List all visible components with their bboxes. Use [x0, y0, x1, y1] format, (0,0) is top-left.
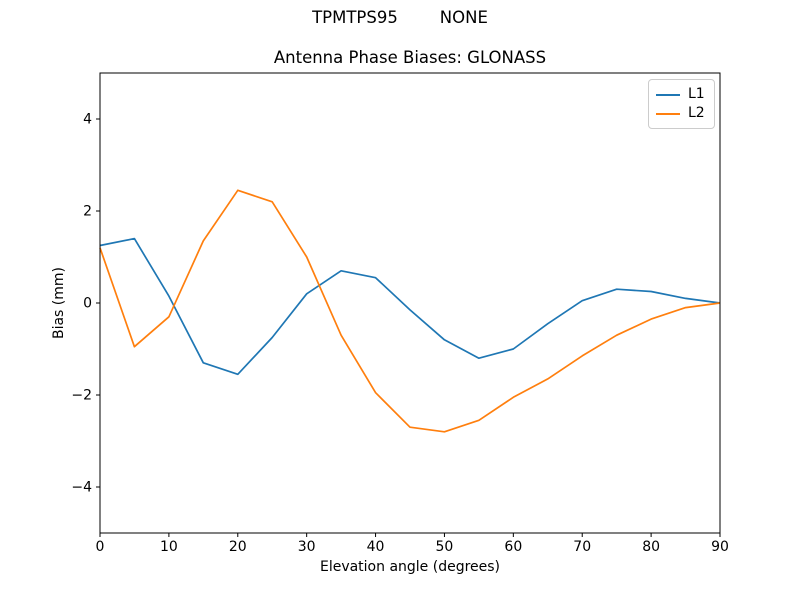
y-tick-label: 0 — [83, 296, 92, 312]
x-tick-label: 20 — [229, 539, 247, 555]
x-tick-label: 0 — [96, 539, 105, 555]
y-tick-label: 4 — [83, 112, 92, 128]
legend-label: L2 — [688, 105, 705, 121]
series-line-L1 — [99, 237, 721, 376]
y-tick-label: −4 — [71, 480, 92, 496]
axes-spines — [99, 72, 721, 534]
y-tick-label: 2 — [83, 204, 92, 220]
x-tick-label: 60 — [504, 539, 522, 555]
x-tick-label: 70 — [573, 539, 591, 555]
x-tick-label: 10 — [160, 539, 178, 555]
x-tick-label: 80 — [642, 539, 660, 555]
x-tick-label: 40 — [367, 539, 385, 555]
x-tick-label: 90 — [711, 539, 729, 555]
x-tick-label: 50 — [436, 539, 454, 555]
legend-line-sample — [656, 112, 680, 115]
legend-item: L1 — [656, 85, 705, 104]
y-tick-label: −2 — [71, 388, 92, 404]
series-line-L2 — [99, 189, 721, 433]
figure-suptitle: TPMTPS95 NONE — [312, 8, 488, 27]
chart-title: Antenna Phase Biases: GLONASS — [273, 48, 547, 67]
legend-label: L1 — [688, 86, 705, 102]
legend-item: L2 — [656, 104, 705, 123]
legend: L1 L2 — [648, 79, 715, 129]
y-axis-label: Bias (mm) — [51, 266, 67, 340]
x-tick-label: 30 — [298, 539, 316, 555]
x-axis-label: Elevation angle (degrees) — [319, 559, 501, 575]
legend-line-sample — [656, 93, 680, 96]
